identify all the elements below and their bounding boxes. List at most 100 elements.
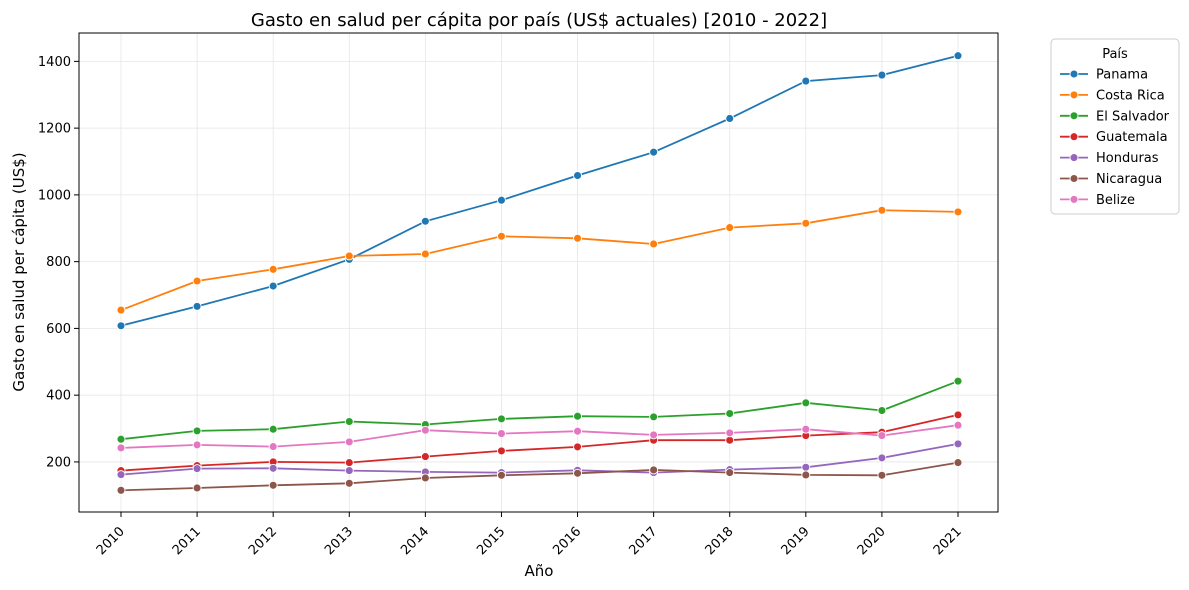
legend-item: Nicaragua [1060, 172, 1162, 187]
data-point [573, 442, 582, 452]
legend-swatch-marker [1069, 194, 1079, 204]
legend-swatch-marker [1069, 69, 1079, 79]
data-point [497, 470, 506, 480]
x-tick-label: 2019 [779, 524, 813, 558]
series-el-salvador [116, 376, 963, 444]
legend-title: País [1102, 47, 1128, 62]
data-point [877, 453, 887, 463]
legend-label: Honduras [1096, 151, 1159, 166]
x-tick-label: 2012 [246, 524, 280, 558]
data-point [953, 420, 963, 430]
series-line [120, 380, 959, 441]
data-point [116, 485, 126, 495]
data-point [801, 470, 811, 480]
data-point [268, 424, 278, 434]
data-point [801, 218, 811, 228]
legend-swatch-marker [1069, 174, 1079, 183]
data-point [953, 458, 963, 468]
legend-item: El Salvador [1060, 109, 1170, 124]
data-point [192, 276, 202, 286]
data-point [497, 446, 506, 456]
data-point [344, 251, 354, 261]
series-line [120, 443, 959, 476]
legend-label: Costa Rica [1096, 88, 1165, 103]
data-point [116, 321, 126, 331]
data-point [420, 452, 430, 462]
data-point [725, 428, 735, 438]
legend-item: Panama [1060, 68, 1148, 83]
legend-swatch-marker [1069, 90, 1079, 100]
data-point [116, 434, 126, 444]
x-tick-label: 2021 [931, 524, 965, 558]
series-line [120, 461, 959, 492]
series-panama [116, 51, 963, 331]
data-point [344, 437, 354, 447]
x-tick-label: 2018 [703, 524, 737, 558]
data-point [877, 70, 887, 80]
x-tick-label: 2017 [626, 524, 660, 558]
data-point [268, 463, 278, 473]
y-tick-label: 1000 [38, 188, 71, 203]
y-tick-label: 600 [46, 322, 71, 337]
series-costa-rica [116, 205, 963, 315]
y-axis-label: Gasto en salud per cápita (US$) [10, 152, 28, 391]
series-group [116, 51, 963, 495]
data-point [725, 409, 735, 418]
y-axis: 200 400 600 800 1000 1200 1400 [38, 55, 79, 470]
x-axis-label: Año [525, 562, 554, 580]
x-tick-label: 2016 [550, 524, 584, 558]
data-point [497, 231, 506, 241]
data-point [497, 195, 506, 205]
x-tick-label: 2015 [474, 524, 508, 558]
legend-label: Nicaragua [1096, 172, 1162, 187]
data-point [725, 223, 735, 233]
legend-swatch-marker [1069, 132, 1079, 142]
data-point [801, 424, 811, 434]
data-point [192, 483, 202, 493]
series-line [120, 414, 959, 472]
plot-area [78, 32, 999, 513]
series-guatemala [116, 410, 963, 476]
y-tick-label: 400 [46, 389, 71, 404]
series-line [120, 424, 959, 449]
data-point [344, 417, 354, 426]
data-point [420, 473, 430, 483]
series-line [120, 54, 959, 327]
y-tick-label: 1200 [38, 122, 71, 137]
data-point [649, 147, 659, 157]
data-point [725, 114, 735, 123]
data-point [801, 76, 811, 86]
data-point [877, 205, 887, 215]
data-point [725, 435, 735, 445]
legend-item: Costa Rica [1060, 88, 1165, 103]
legend-label: Belize [1096, 193, 1135, 208]
x-tick-label: 2020 [855, 524, 889, 558]
chart-title: Gasto en salud per cápita por país (US$ … [251, 10, 827, 31]
legend-item: Honduras [1060, 151, 1159, 166]
data-point [649, 430, 659, 440]
data-point [801, 398, 811, 408]
data-point [192, 426, 202, 436]
data-point [192, 301, 202, 311]
data-point [116, 305, 126, 315]
legend-box [1050, 38, 1180, 215]
y-tick-label: 200 [46, 455, 71, 470]
series-nicaragua [116, 458, 963, 495]
data-point [953, 51, 963, 61]
data-point [877, 406, 887, 415]
series-belize [116, 420, 963, 453]
data-point [953, 207, 963, 217]
data-point [344, 478, 354, 488]
data-point [116, 470, 126, 480]
data-point [420, 249, 430, 259]
x-axis: 2010 2011 2012 2013 2014 2015 2016 2017 2018 2019… [94, 512, 965, 558]
data-point [801, 462, 811, 472]
data-point [649, 239, 659, 249]
x-tick-label: 2013 [322, 524, 356, 558]
legend: País Panama Costa Rica El Salvador Guatemal… [1050, 38, 1180, 215]
data-point [420, 216, 430, 226]
data-point [497, 414, 506, 424]
legend-label: Panama [1096, 68, 1148, 83]
legend-items: Panama Costa Rica El Salvador Guatemala Hond… [1060, 68, 1170, 208]
